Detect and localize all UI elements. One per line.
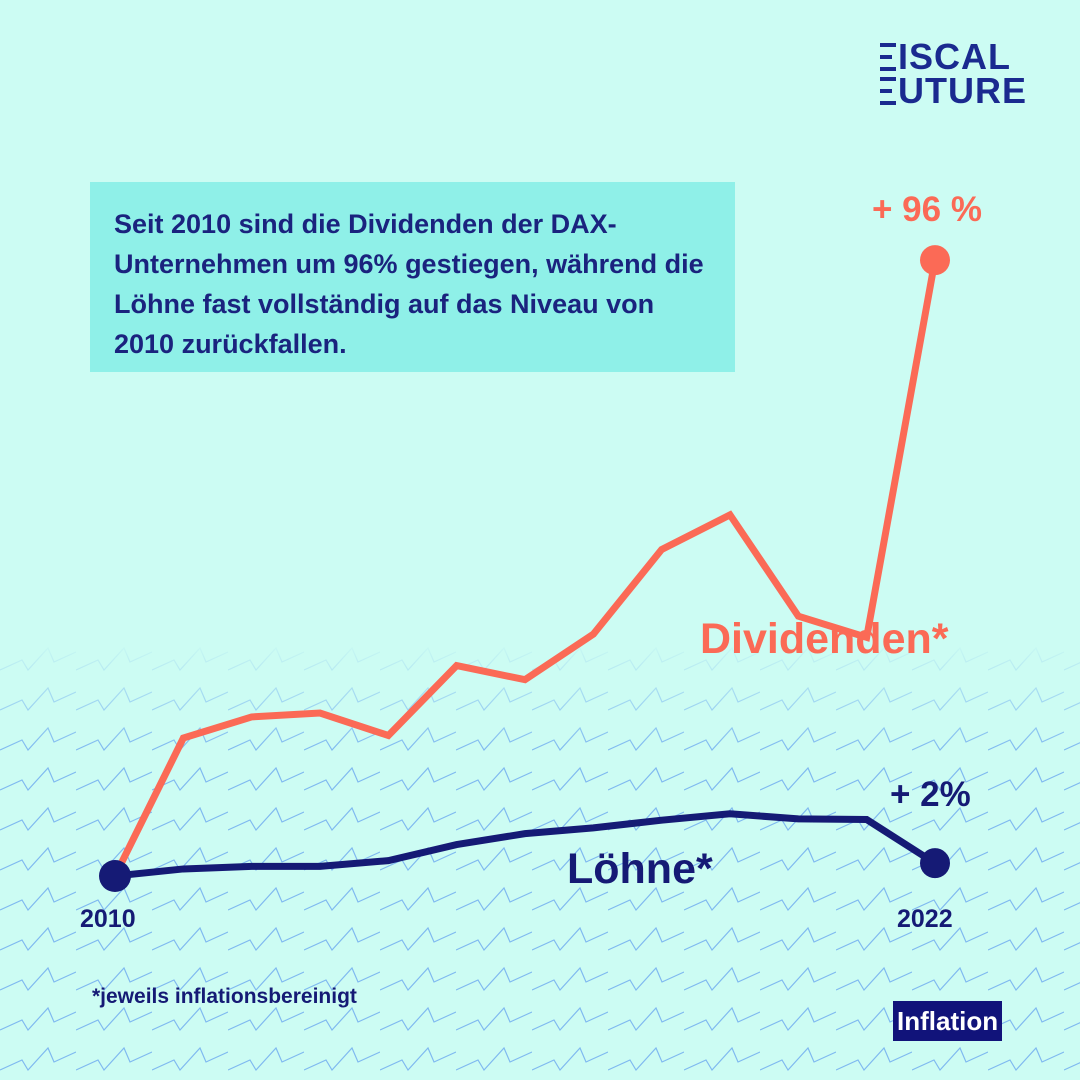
fiscal-future-logo: ISCAL UTURE [880,36,1027,111]
series-start-point [99,860,131,892]
series-end-point-1 [920,848,950,879]
footnote: *jeweils inflationsbereinigt [92,985,357,1008]
callout-text: Seit 2010 sind die Dividenden der DAX-Un… [114,209,704,359]
x-tick-label-start: 2010 [80,905,136,933]
logo-line-1: ISCAL [898,36,1011,77]
wages-end-label: + 2% [890,775,971,814]
series-line-1 [114,810,937,880]
logo-line-2: UTURE [898,70,1027,111]
series-line-0 [111,259,939,878]
logo-bars-icon [880,43,896,71]
topic-tag: Inflation [893,1001,1003,1041]
dividends-end-label: + 96 % [872,190,982,229]
logo-bars-icon [880,77,896,105]
dividends-series-label: Dividenden* [700,615,949,663]
callout-box: Seit 2010 sind die Dividenden der DAX-Un… [90,182,735,372]
series-end-point-0 [920,245,950,276]
wages-series-label: Löhne* [567,845,713,893]
x-tick-label-end: 2022 [897,905,953,933]
